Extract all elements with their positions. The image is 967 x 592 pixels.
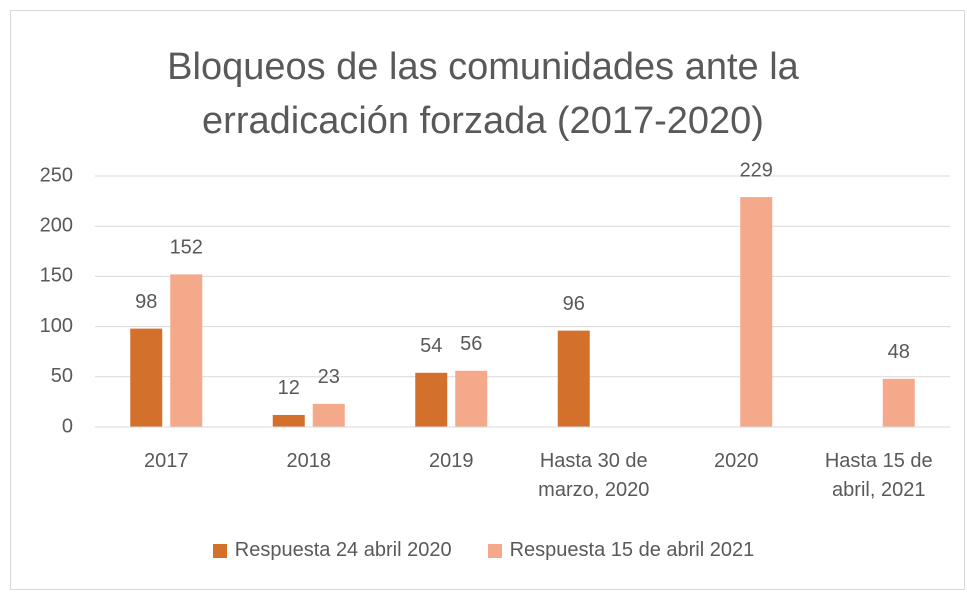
bar	[170, 274, 203, 427]
data-label: 56	[460, 333, 482, 355]
legend-swatch	[487, 543, 502, 558]
legend-label: Respuesta 24 abril 2020	[234, 539, 452, 561]
data-label: 12	[278, 377, 300, 399]
bar	[455, 370, 488, 427]
data-label: 152	[170, 237, 203, 259]
y-tick-label: 200	[40, 214, 73, 236]
data-label: 54	[420, 335, 442, 357]
bar	[557, 330, 590, 427]
data-label: 23	[318, 366, 340, 388]
data-label: 48	[888, 341, 910, 363]
y-tick-label: 150	[40, 265, 73, 287]
chart-frame	[10, 10, 965, 590]
x-tick-label: 2018	[286, 450, 332, 472]
x-tick-label: 2017	[144, 450, 189, 472]
data-label: 229	[740, 159, 773, 181]
chart-title: Bloqueos de las comunidades ante la erra…	[167, 46, 799, 142]
x-tick-label: 2019	[429, 450, 474, 472]
legend-label: Respuesta 15 de abril 2021	[509, 539, 755, 561]
y-tick-label: 0	[62, 415, 73, 437]
legend-swatch	[212, 543, 227, 558]
bar	[882, 378, 915, 427]
data-label: 98	[135, 291, 157, 313]
y-tick-label: 250	[40, 164, 73, 186]
x-tick-label: Hasta 30 de marzo, 2020	[538, 450, 650, 501]
bar	[272, 414, 305, 427]
legend-item: Respuesta 24 abril 2020	[212, 539, 452, 562]
y-tick-label: 50	[51, 365, 73, 387]
x-tick-label: 2020	[714, 450, 759, 472]
bar	[312, 403, 345, 427]
legend: Respuesta 24 abril 2020 Respuesta 15 de a…	[0, 539, 967, 562]
bar	[415, 372, 448, 427]
bar	[740, 197, 773, 427]
y-tick-label: 100	[40, 315, 73, 337]
legend-item: Respuesta 15 de abril 2021	[487, 539, 755, 562]
data-label: 96	[563, 293, 585, 315]
bar	[130, 328, 163, 427]
x-tick-label: Hasta 15 de abril, 2021	[824, 450, 933, 501]
